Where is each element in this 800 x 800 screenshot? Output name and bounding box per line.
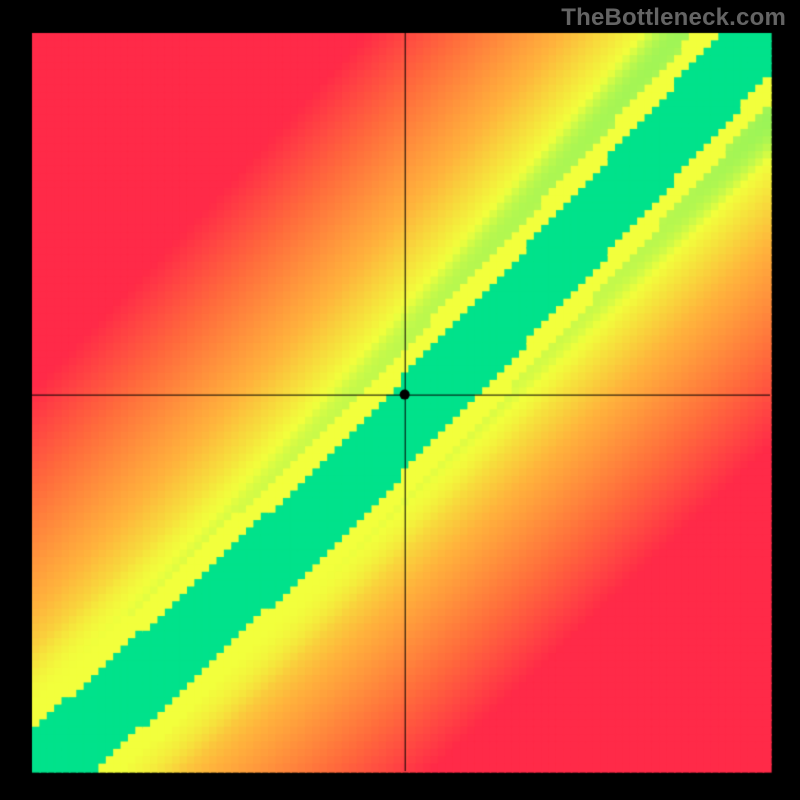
watermark-text: TheBottleneck.com	[561, 4, 786, 32]
bottleneck-heatmap	[0, 0, 800, 800]
